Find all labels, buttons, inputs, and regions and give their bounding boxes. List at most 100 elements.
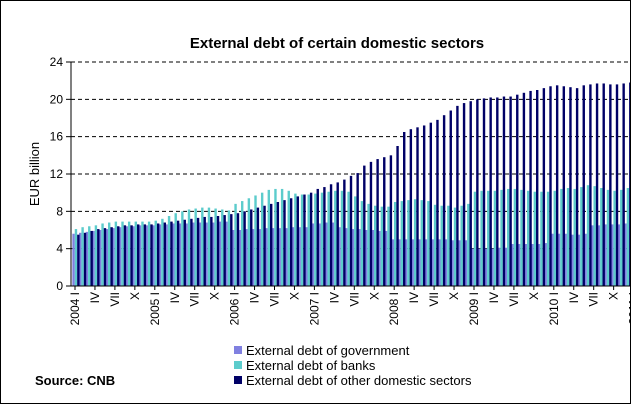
legend-swatch <box>234 361 242 369</box>
bar-government <box>152 225 155 286</box>
bar-other-sectors <box>110 227 113 286</box>
bar-government <box>251 229 255 286</box>
bar-other-sectors <box>123 225 127 286</box>
bar-banks <box>127 221 131 286</box>
bar-government <box>391 239 394 286</box>
bar-other-sectors <box>615 84 619 287</box>
bar-banks <box>573 188 576 286</box>
bar-other-sectors <box>609 84 612 287</box>
bar-banks <box>247 198 251 286</box>
bar-banks <box>473 191 477 286</box>
bar-banks <box>134 221 138 286</box>
bar-other-sectors <box>502 96 506 286</box>
bar-other-sectors <box>97 229 100 286</box>
bar-government <box>158 224 162 286</box>
bar-banks <box>334 190 337 286</box>
bar-other-sectors <box>236 213 240 286</box>
bar-other-sectors <box>190 218 193 286</box>
bar-banks <box>387 206 390 286</box>
bar-other-sectors <box>516 94 519 286</box>
bar-government <box>544 243 547 286</box>
bar-other-sectors <box>469 101 472 286</box>
bar-banks <box>600 188 603 286</box>
bar-government <box>431 239 434 286</box>
bar-other-sectors <box>549 86 552 287</box>
bar-other-sectors <box>363 165 366 286</box>
bar-government <box>624 223 627 286</box>
bar-other-sectors <box>496 97 499 286</box>
bar-banks <box>267 189 271 286</box>
bar-banks <box>108 222 111 286</box>
bar-government <box>325 222 328 286</box>
bar-government <box>564 233 567 286</box>
bar-government <box>225 221 228 286</box>
bar-other-sectors <box>383 157 386 286</box>
bar-other-sectors <box>522 92 526 286</box>
bar-government <box>471 248 474 286</box>
bar-banks <box>214 208 217 286</box>
x-tick-label: 2009 I <box>467 292 481 325</box>
bar-banks <box>114 221 118 286</box>
bar-banks <box>593 186 596 286</box>
bar-banks <box>194 208 197 286</box>
bar-government <box>165 224 168 286</box>
bar-government <box>611 224 614 286</box>
bar-other-sectors <box>569 87 572 286</box>
bar-banks <box>327 191 330 286</box>
bar-other-sectors <box>509 96 512 286</box>
bar-other-sectors <box>77 234 80 286</box>
x-tick-label: 2006 I <box>228 292 242 325</box>
bar-other-sectors <box>203 216 206 286</box>
bar-banks <box>613 190 616 286</box>
bar-banks <box>181 211 184 286</box>
bar-government <box>291 227 295 286</box>
legend-label: External debt of other domestic sectors <box>246 373 472 388</box>
bar-banks <box>354 196 357 286</box>
bar-banks <box>314 193 317 286</box>
bar-other-sectors <box>90 230 93 286</box>
bar-government <box>524 244 527 286</box>
bar-government <box>371 230 375 286</box>
bar-banks <box>460 205 463 286</box>
bar-banks <box>513 188 517 286</box>
bar-banks <box>141 221 144 286</box>
bar-other-sectors <box>156 223 160 286</box>
bar-other-sectors <box>389 155 393 286</box>
bar-banks <box>307 194 310 286</box>
bar-government <box>378 230 381 286</box>
bar-other-sectors <box>256 207 260 286</box>
bar-banks <box>380 206 384 286</box>
bar-banks <box>407 200 410 286</box>
bar-banks <box>413 199 417 286</box>
bar-banks <box>447 205 450 286</box>
source-label: Source: CNB <box>35 373 115 388</box>
bar-banks <box>320 192 324 286</box>
bar-banks <box>147 221 151 286</box>
x-tick-label: 2008 I <box>387 292 401 325</box>
bar-other-sectors <box>296 196 300 286</box>
bar-government <box>231 230 235 286</box>
bar-government <box>125 226 128 286</box>
bar-government <box>298 227 301 286</box>
bar-banks <box>580 187 583 286</box>
bar-banks <box>227 210 231 286</box>
bar-banks <box>427 201 430 286</box>
bar-other-sectors <box>303 194 306 286</box>
bar-banks <box>367 203 370 286</box>
bar-other-sectors <box>117 226 120 286</box>
bar-banks <box>74 229 78 286</box>
bar-other-sectors <box>489 97 492 286</box>
bar-banks <box>294 193 297 286</box>
bar-other-sectors <box>416 127 419 286</box>
x-tick-label: IV <box>407 292 421 303</box>
bar-other-sectors <box>263 205 266 286</box>
bar-government <box>85 231 89 286</box>
bar-other-sectors <box>356 173 359 286</box>
bar-banks <box>300 194 304 286</box>
bar-other-sectors <box>629 82 630 286</box>
x-tick-label: X <box>607 292 621 300</box>
y-tick-label: 24 <box>50 55 64 69</box>
bar-government <box>132 226 135 286</box>
bar-banks <box>187 209 191 286</box>
bar-government <box>418 239 421 286</box>
